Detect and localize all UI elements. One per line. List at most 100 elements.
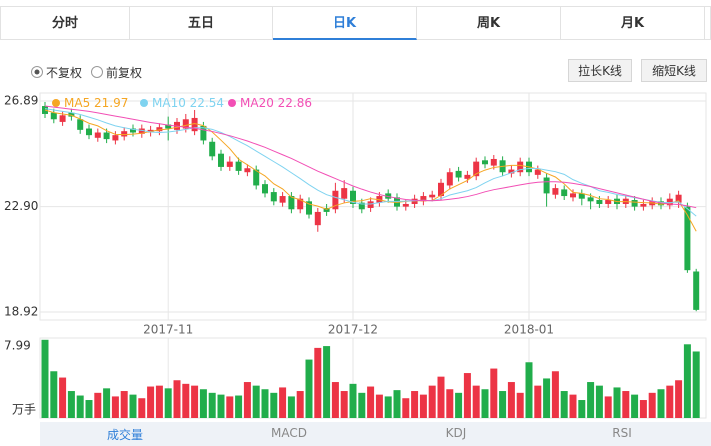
bottom-tab[interactable]: RSI	[612, 426, 632, 440]
candle-body	[596, 200, 603, 204]
legend-value: 22.86	[278, 96, 312, 110]
volume-bar	[199, 389, 207, 418]
y-tick-label: 26.89	[4, 94, 38, 108]
candle-body	[587, 197, 594, 202]
candle-body	[306, 201, 312, 215]
volume-bar	[490, 368, 498, 418]
candle-body	[464, 174, 471, 179]
tab[interactable]: 五日	[130, 6, 273, 40]
volume-bar	[164, 388, 172, 418]
candle-body	[561, 189, 568, 197]
volume-bar	[67, 391, 75, 418]
candle-body	[182, 119, 189, 129]
bottom-tab[interactable]: MACD	[271, 426, 307, 440]
volume-bar	[411, 391, 419, 418]
candle-body	[605, 200, 612, 204]
bottom-tab[interactable]: 成交量	[106, 428, 143, 442]
candle-body	[517, 161, 524, 173]
volume-bar	[182, 383, 190, 418]
tab-active[interactable]: 日K	[273, 6, 417, 40]
tab[interactable]: 周K	[417, 6, 561, 40]
candle-body	[570, 193, 576, 198]
volume-bar	[384, 396, 392, 418]
bottom-tab[interactable]: KDJ	[445, 426, 467, 440]
volume-bar	[349, 383, 357, 418]
volume-bar	[595, 385, 603, 418]
candle-body	[165, 124, 172, 129]
candle-body	[200, 125, 207, 141]
candle-body	[50, 112, 57, 120]
legend-entry: MA20 22.86	[240, 96, 312, 110]
tab[interactable]: 月K	[561, 6, 705, 40]
candle-body	[191, 117, 198, 132]
candle-body	[684, 206, 691, 271]
volume-bar	[578, 400, 586, 418]
volume-bar	[85, 400, 93, 418]
x-tick-label: 2017-11	[143, 323, 193, 337]
volume-bar	[507, 382, 515, 418]
volume-bar	[499, 391, 507, 418]
candle-body	[640, 203, 647, 207]
x-tick-label: 2017-12	[328, 323, 378, 337]
legend-entry: MA10 22.54	[152, 96, 224, 110]
button[interactable]: 拉长K线	[568, 59, 632, 82]
volume-bar	[481, 389, 489, 418]
candle-body	[226, 161, 233, 167]
volume-bar	[191, 385, 199, 418]
volume-bar	[428, 385, 436, 418]
candle-body	[279, 196, 286, 203]
volume-bar	[147, 386, 155, 418]
candle-body	[94, 132, 101, 138]
candle-body	[314, 211, 321, 226]
volume-bar	[59, 377, 67, 418]
volume-bar	[331, 382, 339, 418]
legend-value: 22.54	[190, 96, 224, 110]
volume-bar	[692, 351, 700, 418]
volume-bar	[287, 396, 295, 418]
bottom-bar	[40, 422, 711, 446]
volume-bar	[569, 394, 577, 418]
candle-body	[235, 161, 242, 171]
y-tick-label: 22.90	[4, 199, 38, 213]
candle-body	[473, 161, 480, 177]
candle-body	[244, 168, 251, 173]
candle-body	[455, 170, 462, 178]
candle-body	[323, 207, 330, 212]
volume-bar	[437, 376, 445, 418]
legend-entry: MA5 21.97	[64, 96, 128, 110]
candle-body	[253, 169, 260, 186]
volume-bar	[226, 396, 234, 418]
volume-bar	[648, 392, 656, 418]
candle-body	[341, 188, 348, 199]
candle-body	[411, 198, 418, 204]
volume-bar	[516, 392, 524, 418]
candle-body	[350, 190, 356, 204]
volume-bar	[402, 398, 410, 418]
candle-body	[543, 177, 550, 194]
volume-bar	[419, 394, 427, 418]
candle-body	[288, 196, 295, 210]
volume-bar	[76, 395, 84, 418]
volume-bar	[340, 391, 348, 418]
volume-bar	[675, 380, 683, 418]
candle-body	[86, 128, 92, 136]
candle-body	[138, 128, 145, 134]
ma-line	[44, 108, 697, 217]
volume-bar	[560, 391, 568, 418]
y-tick-label: 18.92	[4, 305, 38, 319]
volume-bar	[587, 382, 595, 418]
tab[interactable]: 分时	[0, 6, 130, 40]
volume-bar	[666, 385, 674, 418]
volume-bar	[525, 362, 533, 418]
candle-body	[402, 203, 409, 207]
button[interactable]: 缩短K线	[641, 59, 707, 82]
radio-label[interactable]: 不复权	[46, 66, 83, 80]
candle-body	[59, 115, 66, 122]
volume-bar	[375, 394, 383, 418]
volume-bar	[111, 396, 119, 418]
radio-label[interactable]: 前复权	[106, 66, 143, 80]
candle-body	[297, 198, 304, 210]
candle-body	[666, 198, 673, 206]
candle-body	[367, 201, 374, 208]
